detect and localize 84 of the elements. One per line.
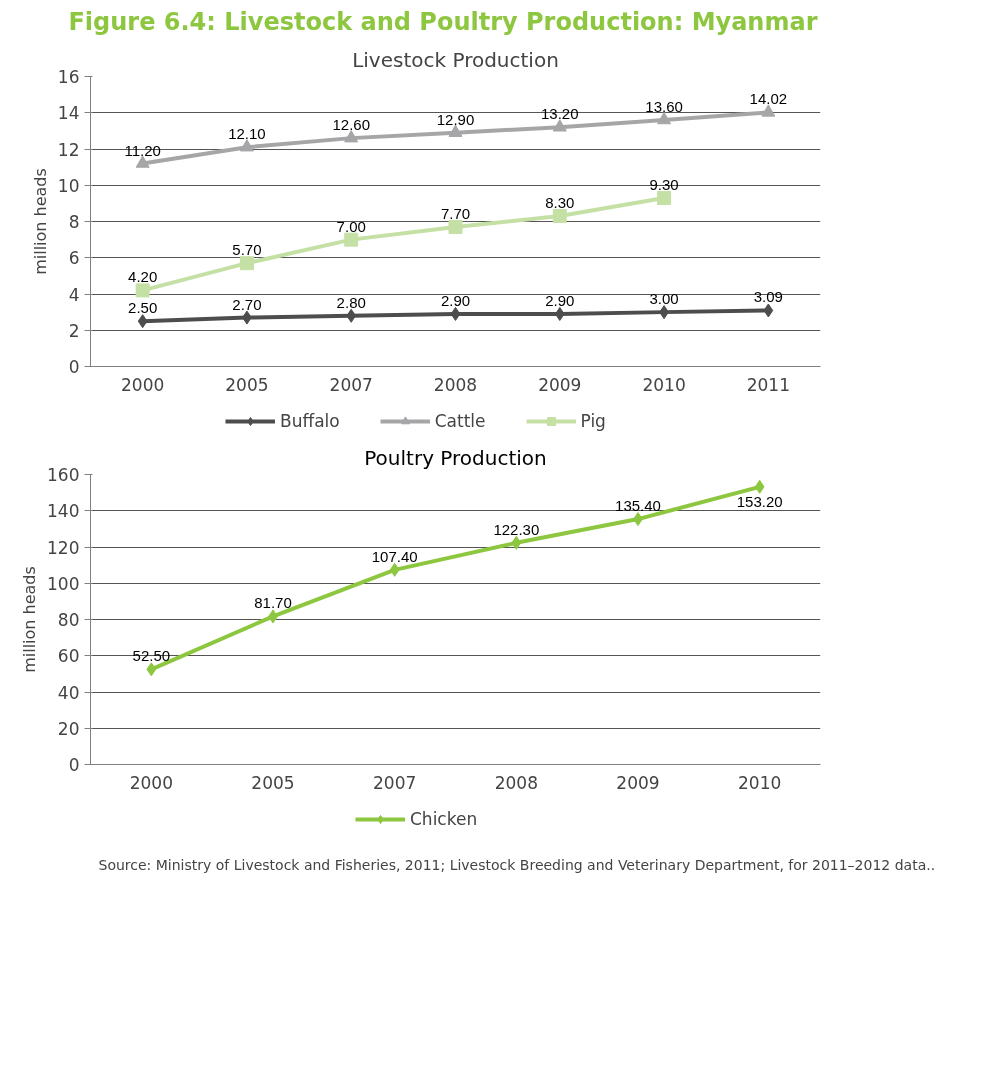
x-tick-label: 2009 [616,772,660,793]
data-label: 8.30 [545,194,575,212]
data-label: 2.90 [440,291,471,309]
y-tick-label: 8 [68,212,80,232]
point [761,104,776,117]
data-label: 2.50 [128,299,158,317]
data-label: 12.60 [332,116,370,134]
data-label: 12.10 [228,125,266,143]
point [552,209,567,224]
data-label: 7.70 [440,204,471,222]
x-tick-label: 2010 [738,772,782,793]
y-tick-label: 12 [57,139,80,160]
y-tick-label: 40 [57,682,80,703]
point [239,256,254,271]
data-label: 2.80 [336,293,366,311]
point [511,535,522,550]
y-tick-label: 4 [68,284,80,305]
source-note: Source: Ministry of Livestock and Fisheries, 2011; Livestock Breeding and Veterinary Department, for 2011–2012 data.. [98,856,936,873]
x-tick-label: 2007 [329,374,373,395]
data-label: 135.40 [615,497,661,515]
data-label: 7.00 [336,217,366,235]
x-tick-label: 2005 [251,772,295,793]
y-tick-label: 160 [47,465,80,485]
x-tick-label: 2008 [433,374,478,395]
legend-label: Pig [580,411,606,431]
point [754,479,765,494]
x-tick-label: 2007 [373,772,417,793]
y-tick-label: 100 [47,573,80,594]
y-tick-label: 140 [47,501,80,522]
legend-label: Chicken [410,809,478,829]
x-tick-label: 2010 [642,374,686,395]
x-tick-label: 2008 [494,772,538,793]
point [657,111,672,125]
y-tick-label: 16 [57,67,80,87]
y-tick-label: 120 [47,537,80,558]
x-tick-label: 2011 [746,374,790,395]
point [344,232,359,247]
y-tick-label: 0 [68,357,80,377]
data-label: 107.40 [371,547,418,565]
legend-label: Buffalo [280,411,340,431]
point [135,155,150,168]
data-label: 122.30 [493,520,540,538]
point [346,308,357,323]
point [135,283,150,298]
chart-title: Figure 6.4: Livestock and Poultry Production: Myanmar [68,7,818,36]
data-label: 14.02 [749,90,788,108]
data-label: 3.00 [649,290,679,308]
point [657,190,672,205]
x-tick-label: 2009 [538,374,582,395]
data-label: 13.60 [645,98,683,115]
x-tick-label: 2000 [129,772,173,793]
point [448,124,463,137]
data-label: 4.20 [128,268,158,286]
point [146,662,157,677]
point [552,119,567,132]
x-tick-label: 2005 [225,374,269,395]
point [448,219,463,234]
point [389,562,400,577]
y-tick-label: 10 [57,175,80,196]
y-tick-label: 60 [57,646,80,667]
point [450,306,461,321]
y-axis-title: million heads [20,566,40,673]
data-label: 5.70 [232,241,262,259]
y-tick-label: 20 [57,718,80,739]
chart-title: Poultry Production [364,445,547,470]
y-axis-title: million heads [30,168,50,275]
x-tick-label: 2000 [121,374,165,395]
data-label: 2.70 [232,295,262,313]
y-tick-label: 14 [57,103,80,124]
data-label: 153.20 [736,492,783,510]
point [344,130,359,143]
data-label: 12.90 [436,110,475,128]
point [554,306,565,321]
point [137,314,148,329]
y-tick-label: 6 [68,248,80,269]
y-tick-label: 2 [68,320,80,341]
chart-subtitle: Livestock Production [352,47,559,72]
point [763,303,774,318]
point [239,139,254,152]
y-tick-label: 0 [68,755,80,775]
data-label: 2.90 [545,291,575,309]
data-label: 81.70 [254,594,292,612]
legend-label: Cattle [434,411,486,431]
y-tick-label: 80 [57,610,80,630]
